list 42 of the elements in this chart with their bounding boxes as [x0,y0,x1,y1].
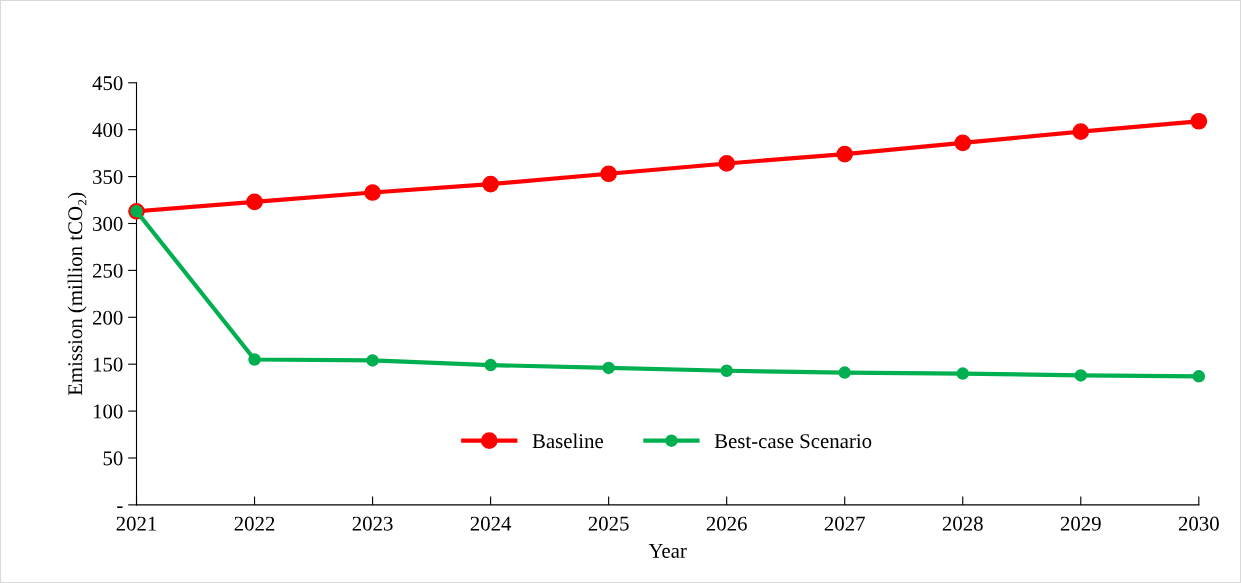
y-tick-label: 350 [93,169,123,185]
x-axis-title: Year [648,544,687,558]
point [1072,123,1090,140]
x-tick-label: 2024 [470,516,512,531]
point [720,364,733,377]
y-tick-label: - [117,506,123,508]
y-tick-label: 200 [92,310,123,325]
x-tick-label: 2023 [352,516,393,531]
y-tick-label: 450 [92,76,123,91]
point [836,145,854,163]
x-tick-label: 2021 [116,516,157,531]
legend-label: Baseline [532,433,604,449]
y-tick-label: 100 [93,404,123,419]
x-tick-label: 2022 [234,516,275,531]
y-tick-label: 400 [92,123,123,138]
point [246,193,263,211]
x-tick-label: 2029 [1060,516,1101,531]
y-tick-label: 150 [93,357,123,372]
point [482,175,499,193]
point [956,367,969,380]
point [484,358,497,372]
point [1190,112,1208,130]
y-axis-title: Emission (million tCO₂) [67,192,87,396]
point [248,353,261,366]
point [838,366,851,379]
x-tick-label: 2028 [942,516,983,531]
point [1192,370,1206,383]
x-tick-label: 2025 [588,516,629,531]
point [600,165,617,183]
point [366,354,379,367]
point [1074,369,1088,382]
x-tick-label: 2030 [1178,516,1219,531]
point [602,361,615,375]
point [364,184,381,201]
point [954,134,972,152]
y-tick-label: 300 [93,216,123,231]
legend-label: Best-case Scenario [714,434,872,449]
y-tick-label: 50 [103,451,123,466]
x-tick-label: 2026 [706,516,747,531]
x-tick-label: 2027 [824,516,865,531]
point [718,155,736,172]
y-tick-label: 250 [92,263,123,278]
